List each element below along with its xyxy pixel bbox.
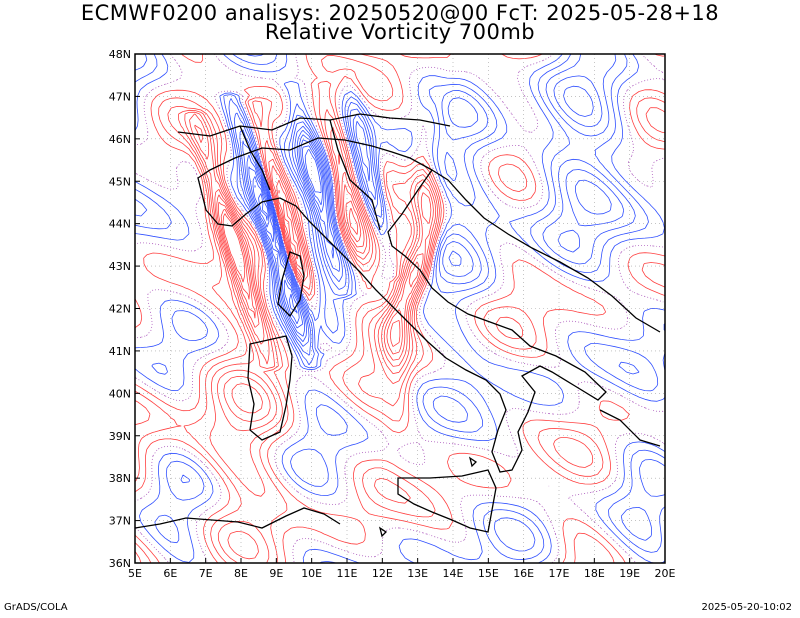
map-subtitle: Relative Vorticity 700mb (264, 20, 536, 44)
lat-tick-label: 36N (109, 557, 131, 570)
lat-tick-label: 39N (109, 430, 131, 443)
lon-tick-label: 20E (655, 567, 676, 580)
lat-tick-label: 40N (109, 387, 131, 400)
lon-tick-label: 17E (549, 567, 570, 580)
plot-area (135, 54, 665, 563)
lat-tick-label: 42N (109, 303, 131, 316)
vorticity-contour (222, 213, 246, 283)
vorticity-contour (242, 120, 370, 342)
vorticity-contour (248, 139, 325, 329)
lat-tick-label: 45N (109, 175, 131, 188)
map-title: ECMWF0200 analisys: 20250520@00 FcT: 202… (80, 1, 720, 25)
vorticity-contour (135, 55, 665, 563)
lat-tick-label: 48N (109, 48, 131, 61)
lon-tick-label: 8E (234, 567, 248, 580)
lat-tick-label: 38N (109, 472, 131, 485)
vorticity-contour (218, 201, 419, 355)
lat-tick-label: 44N (109, 218, 131, 231)
coastlines-borders (135, 113, 661, 538)
lon-tick-label: 12E (372, 567, 393, 580)
vorticity-contour (194, 124, 432, 361)
lon-tick-label: 11E (337, 567, 358, 580)
vorticity-contour (220, 208, 401, 347)
lat-tick-label: 43N (109, 260, 131, 273)
latitude-axis: 36N 37N 38N 39N 40N 41N 42N 43N 44N 45N 46N 47N 48N (109, 48, 140, 570)
lon-tick-label: 14E (443, 567, 464, 580)
lon-tick-label: 6E (163, 567, 177, 580)
lat-tick-label: 41N (109, 345, 131, 358)
lat-lon-grid (135, 54, 665, 563)
vorticity-contour (135, 54, 665, 563)
footer-timestamp: 2025-05-20-10:02 (701, 602, 792, 613)
lon-tick-label: 18E (584, 567, 605, 580)
longitude-axis: 5E 6E 7E 8E 9E 10E 11E 12E 13E 14E 15E 16E 17E 18E 19E… (128, 558, 676, 580)
footer-credit: GrADS/COLA (4, 602, 68, 613)
vorticity-contour (135, 54, 665, 563)
lon-tick-label: 5E (128, 567, 142, 580)
vorticity-contour (178, 109, 438, 560)
lon-tick-label: 19E (619, 567, 640, 580)
lon-tick-label: 10E (301, 567, 322, 580)
lat-tick-label: 46N (109, 133, 131, 146)
lat-tick-label: 37N (109, 515, 131, 528)
vorticity-contour (135, 54, 665, 552)
lon-tick-label: 15E (478, 567, 499, 580)
lon-tick-label: 9E (269, 567, 283, 580)
lon-tick-label: 13E (407, 567, 428, 580)
lat-tick-label: 47N (109, 90, 131, 103)
lon-tick-label: 7E (199, 567, 213, 580)
lon-tick-label: 16E (513, 567, 534, 580)
